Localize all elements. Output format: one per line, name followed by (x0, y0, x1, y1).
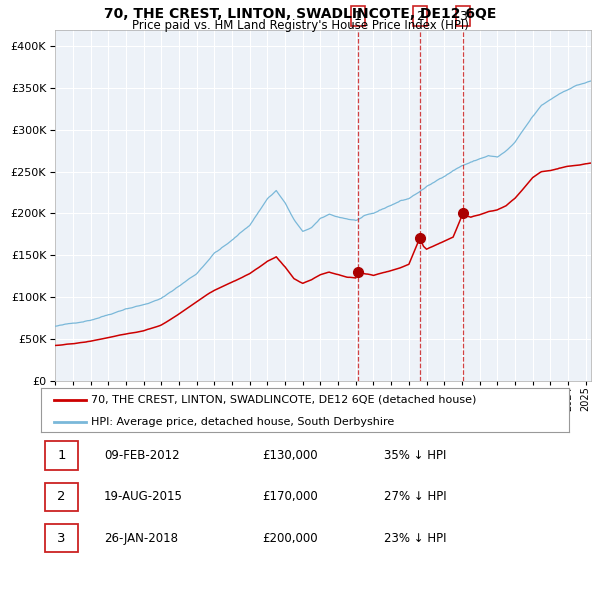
Text: 3: 3 (459, 9, 467, 22)
FancyBboxPatch shape (45, 483, 78, 511)
Text: 23% ↓ HPI: 23% ↓ HPI (384, 532, 446, 545)
Text: 35% ↓ HPI: 35% ↓ HPI (384, 449, 446, 462)
Text: 09-FEB-2012: 09-FEB-2012 (104, 449, 180, 462)
Text: HPI: Average price, detached house, South Derbyshire: HPI: Average price, detached house, Sout… (91, 417, 394, 427)
Text: 27% ↓ HPI: 27% ↓ HPI (384, 490, 446, 503)
Text: 1: 1 (354, 9, 362, 22)
Text: £200,000: £200,000 (263, 532, 318, 545)
Text: £170,000: £170,000 (263, 490, 319, 503)
Text: Price paid vs. HM Land Registry's House Price Index (HPI): Price paid vs. HM Land Registry's House … (131, 19, 469, 32)
Text: 1: 1 (57, 449, 65, 462)
Text: 2: 2 (57, 490, 65, 503)
Text: 70, THE CREST, LINTON, SWADLINCOTE, DE12 6QE (detached house): 70, THE CREST, LINTON, SWADLINCOTE, DE12… (91, 395, 476, 405)
Text: £130,000: £130,000 (263, 449, 318, 462)
FancyBboxPatch shape (45, 524, 78, 552)
FancyBboxPatch shape (45, 441, 78, 470)
Text: 3: 3 (57, 532, 65, 545)
Text: 19-AUG-2015: 19-AUG-2015 (104, 490, 183, 503)
Text: 70, THE CREST, LINTON, SWADLINCOTE, DE12 6QE: 70, THE CREST, LINTON, SWADLINCOTE, DE12… (104, 7, 496, 21)
Text: 26-JAN-2018: 26-JAN-2018 (104, 532, 178, 545)
Text: 2: 2 (416, 9, 424, 22)
